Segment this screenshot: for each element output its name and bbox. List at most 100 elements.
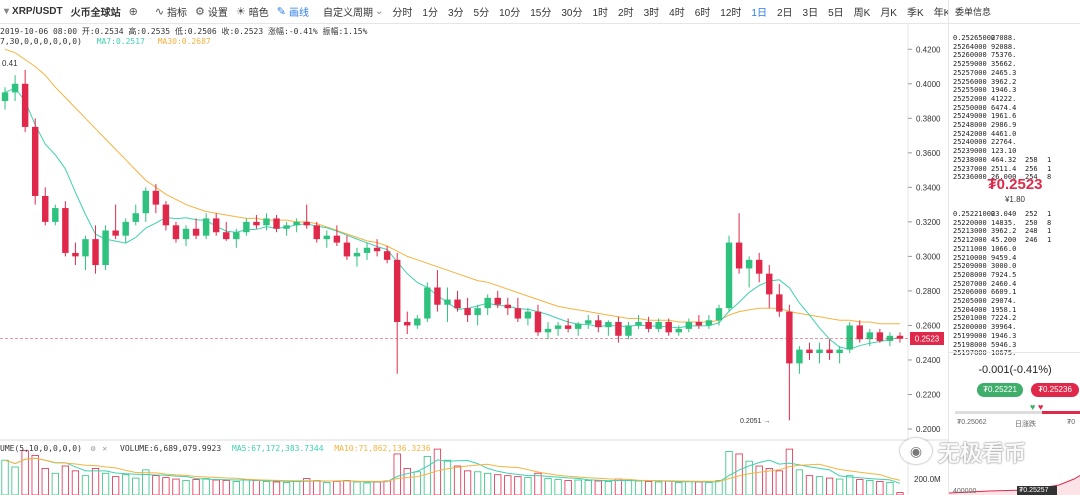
period-tab[interactable]: 1日 <box>751 8 767 19</box>
period-tab[interactable]: 6时 <box>694 8 711 19</box>
bid-row[interactable]: 25207000 2460.4 <box>953 280 1057 288</box>
vol-ma5-value: MA5:67,172,383.7344 <box>232 444 324 453</box>
period-tab[interactable]: 1时 <box>592 8 609 19</box>
bid-row[interactable]: 25213000 3962.2 248 1 <box>953 227 1057 235</box>
order-amount: 2460.4 <box>991 279 1017 288</box>
bid-row[interactable]: 25210000 9459.4 <box>953 254 1057 262</box>
volume-bar <box>262 481 271 495</box>
bid-row[interactable]: 25206000 6609.1 <box>953 288 1057 296</box>
ask-row[interactable]: 25238000 464.32 258 1 <box>953 156 1057 164</box>
indicators-button[interactable]: ∿ 指标 <box>151 0 191 23</box>
bid-row[interactable]: 25208000 7924.5 <box>953 271 1057 279</box>
ask-row[interactable]: 25242000 4461.0 <box>953 130 1057 138</box>
bid-row[interactable]: 25209000 3000.0 <box>953 262 1057 270</box>
depth-chart <box>949 474 1080 495</box>
ask-row[interactable]: 25249000 1961.6 <box>953 112 1057 120</box>
ask-row[interactable]: 25239000 123.10 <box>953 147 1057 155</box>
ask-row[interactable]: 25240000 22764. <box>953 138 1057 146</box>
candlestick-chart[interactable]: 0.4200 0.4000 0.3800 0.3600 0.3400 0.3200 0.30… <box>0 24 948 495</box>
volume-bar <box>785 448 793 495</box>
ask-row[interactable]: 25236000 26.000 254 8 <box>953 173 1057 181</box>
period-tab[interactable]: 2时 <box>618 8 634 19</box>
ask-row[interactable]: 0.2526500027088. <box>953 34 1057 42</box>
period-tab[interactable]: 5日 <box>828 8 844 19</box>
bid-row[interactable]: 25212000 45.200 246 1 <box>953 236 1057 244</box>
period-tab[interactable]: 5分 <box>473 8 490 19</box>
ask-row[interactable]: 25250000 6474.4 <box>953 104 1057 112</box>
candle-body <box>786 311 793 364</box>
best-bid-pill[interactable]: ₮0.25221 <box>977 383 1023 397</box>
order-amount: 75376. <box>991 51 1017 60</box>
period-tab[interactable]: 分时 <box>392 8 413 19</box>
period-tab[interactable]: 周K <box>853 8 871 19</box>
candle-body <box>635 321 642 326</box>
vol-gear-icon[interactable]: ⚙ <box>90 444 96 453</box>
volume-bar <box>232 481 240 495</box>
candle-body <box>705 320 713 326</box>
depth-price-tag-text: ₮0.25257 <box>1019 487 1049 494</box>
ask-row[interactable]: 25252000 41222. <box>953 95 1057 103</box>
period-tab[interactable]: 12时 <box>720 8 742 19</box>
period-tab[interactable]: 3时 <box>643 8 660 19</box>
search-symbol-button[interactable]: ⊕ <box>125 0 145 23</box>
period-tab[interactable]: 年K <box>933 8 948 19</box>
bid-row[interactable]: 25199000 1946.3 <box>953 332 1057 340</box>
period-tab[interactable]: 季K <box>906 8 924 19</box>
period-tab[interactable]: 3分 <box>447 8 464 19</box>
candle-body <box>444 299 451 305</box>
order-amount: 45.200 <box>991 236 1017 245</box>
order-amount: 1066.0 <box>991 244 1017 253</box>
period-tab[interactable]: 4时 <box>669 8 685 19</box>
ask-row[interactable]: 25255000 1946.3 <box>953 86 1057 94</box>
candle-body <box>514 308 522 319</box>
candle-body <box>665 321 672 333</box>
period-tab[interactable]: 月K <box>880 8 897 19</box>
ask-row[interactable]: 25256000 3962.2 <box>953 78 1057 86</box>
candle-body <box>504 304 512 309</box>
vol-close-icon[interactable]: ✕ <box>102 444 108 453</box>
ma30-line <box>4 48 900 325</box>
ask-row[interactable]: 25259000 35662. <box>953 60 1057 68</box>
period-tab[interactable]: 2日 <box>776 8 793 19</box>
ask-row[interactable]: 25264000 92088. <box>953 43 1057 51</box>
volume-bar <box>554 479 562 495</box>
period-tab[interactable]: 10分 <box>499 8 521 19</box>
order-price: 25209000 <box>953 262 987 271</box>
period-tab[interactable]: 30分 <box>561 8 583 19</box>
bid-row[interactable]: 25211000 1066.0 <box>953 245 1057 253</box>
pair-label[interactable]: ▾ XRP/USDT <box>0 0 67 23</box>
ma-params: 7,30,0,0,0,0,0,0) <box>0 37 82 46</box>
period-tab[interactable]: 1分 <box>422 8 438 19</box>
best-ask-pill[interactable]: ₮0.25236 <box>1031 383 1079 397</box>
bid-row[interactable]: 25201000 7224.2 <box>953 314 1057 322</box>
volume-bar <box>866 480 874 495</box>
ask-row[interactable]: 25260000 75376. <box>953 51 1057 59</box>
candle-body <box>424 287 431 319</box>
candle-body <box>856 325 863 340</box>
volume-bar <box>584 480 592 495</box>
settings-button[interactable]: ⚙ 设置 <box>191 0 232 23</box>
order-amount: 5946.3 <box>991 340 1017 349</box>
depth-slider[interactable] <box>955 411 1080 414</box>
draw-button[interactable]: ✎ 画线 <box>273 0 313 23</box>
bid-row[interactable]: 25205000 29074. <box>953 297 1057 305</box>
volume-bar <box>413 471 421 495</box>
volume-bar <box>81 475 90 495</box>
ask-row[interactable]: 25248000 2986.9 <box>953 121 1057 129</box>
bid-row[interactable]: 0.2522100023.040 252 1 <box>953 210 1057 218</box>
y-tick-label: 0.3000 <box>916 252 941 261</box>
custom-period-button[interactable]: 自定义周期 ⌄ <box>319 0 387 23</box>
bid-row[interactable]: 25220000 14835. 250 8 <box>953 219 1057 227</box>
bid-row[interactable]: 25200000 39964. <box>953 323 1057 331</box>
period-tab[interactable]: 15分 <box>530 8 552 19</box>
bid-row[interactable]: 25197000 10675. <box>953 349 1057 357</box>
bid-row[interactable]: 25204000 1958.1 <box>953 306 1057 314</box>
depth-marker-red: ♥ <box>1038 402 1044 412</box>
period-tab[interactable]: 3日 <box>802 8 819 19</box>
candle-body <box>745 259 753 269</box>
ask-row[interactable]: 25257000 2465.3 <box>953 69 1057 77</box>
bid-row[interactable]: 25198000 5946.3 <box>953 341 1057 349</box>
indicator-icon: ∿ <box>154 6 165 18</box>
ask-row[interactable]: 25237000 2511.4 256 1 <box>953 165 1057 173</box>
theme-button[interactable]: ☀ 暗色 <box>232 0 273 23</box>
